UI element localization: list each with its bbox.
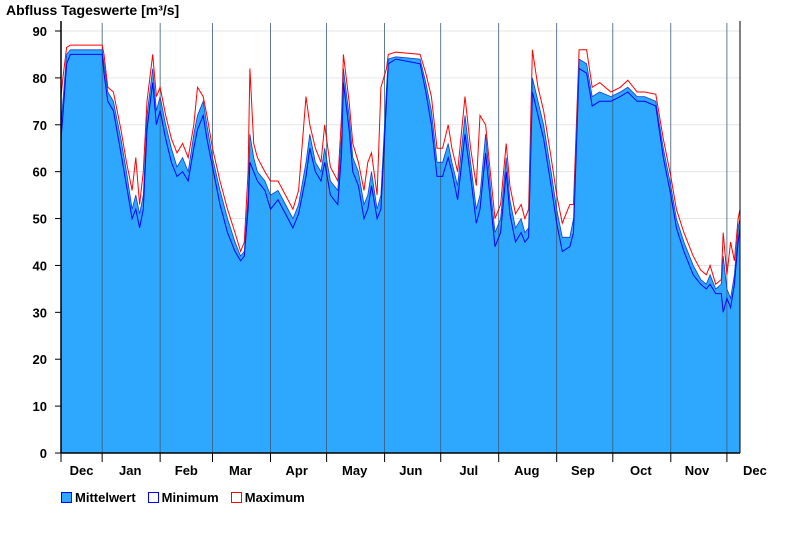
x-tick-label: Mar [229, 463, 252, 478]
legend-item-mean: Mittelwert [61, 490, 136, 505]
legend-item-min: Minimum [147, 490, 219, 505]
x-tick-label: Aug [514, 463, 539, 478]
legend-swatch-min [147, 492, 159, 503]
x-tick-label: Jul [459, 463, 478, 478]
x-tick-label: Dec [743, 463, 767, 478]
x-tick-label: Jan [119, 463, 141, 478]
mean-area [61, 49, 740, 454]
y-tick-label: 90 [33, 24, 47, 39]
max-line [60, 44, 741, 286]
y-tick-label: 70 [33, 118, 47, 133]
legend-swatch-max [230, 492, 242, 503]
y-tick-label: 40 [33, 258, 47, 273]
legend-label-min: Minimum [161, 490, 219, 505]
legend-label-mean: Mittelwert [75, 490, 136, 505]
chart-title: Abfluss Tageswerte [m³/s] [6, 2, 180, 18]
legend-swatch-mean [61, 492, 72, 503]
y-tick-label: 10 [33, 399, 47, 414]
y-tick-label: 50 [33, 212, 47, 227]
x-tick-label: Dec [70, 463, 94, 478]
y-tick-label: 0 [40, 446, 47, 461]
legend: Mittelwert Minimum Maximum [61, 490, 305, 505]
x-tick-label: Sep [571, 463, 595, 478]
x-tick-label: May [342, 463, 368, 478]
mean-line [60, 49, 741, 300]
x-tick-label: Jun [399, 463, 422, 478]
x-tick-label: Nov [685, 463, 710, 478]
y-tick-label: 30 [33, 305, 47, 320]
x-tick-label: Apr [285, 463, 307, 478]
min-line [60, 53, 741, 313]
x-tick-label: Oct [630, 463, 652, 478]
x-tick-label: Feb [175, 463, 198, 478]
y-tick-label: 80 [33, 71, 47, 86]
legend-label-max: Maximum [244, 490, 305, 505]
y-tick-label: 20 [33, 352, 47, 367]
y-tick-label: 60 [33, 165, 47, 180]
legend-item-max: Maximum [230, 490, 305, 505]
